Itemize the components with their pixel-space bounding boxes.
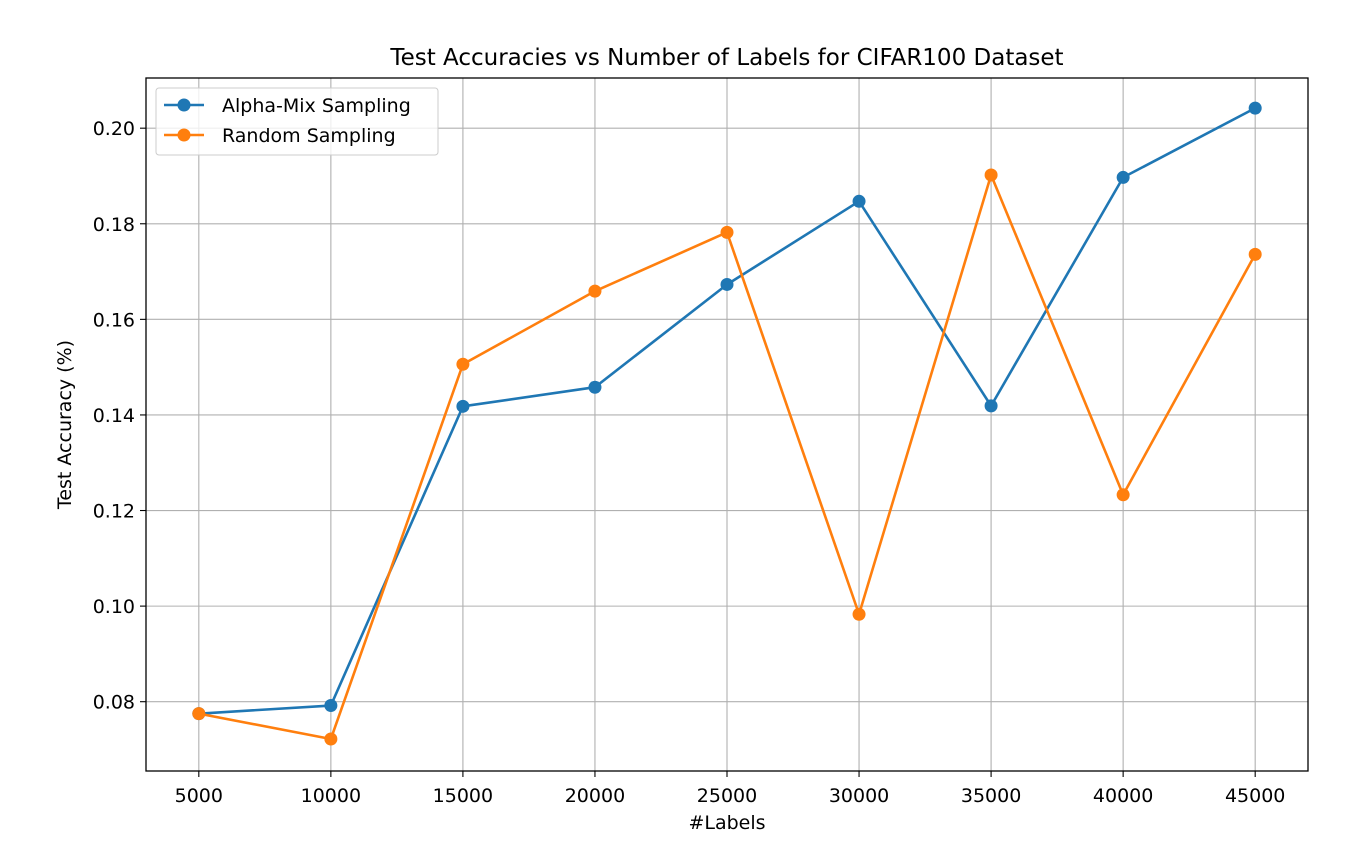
data-point-random — [1248, 247, 1262, 261]
x-tick-label: 5000 — [175, 785, 223, 807]
legend-label-random: Random Sampling — [222, 125, 396, 147]
data-point-random — [456, 357, 470, 371]
data-point-random — [984, 168, 998, 182]
data-point-alpha-mix — [720, 277, 734, 291]
x-axis-ticks: 5000 10000 15000 20000 25000 30000 35000 40000 4… — [175, 771, 1285, 807]
data-point-alpha-mix — [324, 699, 338, 713]
legend-marker-alpha-mix — [177, 98, 191, 112]
y-tick-label: 0.16 — [93, 309, 135, 331]
data-point-alpha-mix — [1248, 101, 1262, 115]
data-point-alpha-mix — [456, 399, 470, 413]
legend: Alpha-Mix Sampling Random Sampling — [155, 87, 439, 156]
x-tick-label: 10000 — [301, 785, 361, 807]
data-point-random — [720, 225, 734, 239]
chart-title: Test Accuracies vs Number of Labels for … — [389, 45, 1063, 71]
data-point-alpha-mix — [984, 399, 998, 413]
data-point-alpha-mix — [1116, 170, 1130, 184]
legend-box — [155, 87, 439, 156]
x-tick-label: 30000 — [829, 785, 889, 807]
data-point-random — [852, 607, 866, 621]
data-point-random — [1116, 488, 1130, 502]
y-tick-label: 0.20 — [93, 118, 135, 140]
x-axis-label: #Labels — [688, 812, 765, 834]
x-tick-label: 35000 — [961, 785, 1021, 807]
grid — [146, 78, 1308, 771]
legend-marker-random — [177, 128, 191, 142]
y-tick-label: 0.12 — [93, 501, 135, 523]
y-axis-label: Test Accuracy (%) — [54, 340, 76, 510]
y-tick-label: 0.14 — [93, 405, 135, 427]
x-tick-label: 40000 — [1093, 785, 1153, 807]
series-layer — [192, 101, 1262, 746]
x-tick-label: 45000 — [1225, 785, 1285, 807]
data-point-random — [588, 284, 602, 298]
legend-label-alpha-mix: Alpha-Mix Sampling — [222, 95, 411, 117]
y-axis-ticks: 0.08 0.10 0.12 0.14 0.16 0.18 0.20 — [93, 118, 146, 714]
y-tick-label: 0.10 — [93, 596, 135, 618]
data-point-alpha-mix — [852, 194, 866, 208]
data-point-random — [324, 732, 338, 746]
data-point-random — [192, 707, 206, 721]
x-tick-label: 15000 — [433, 785, 493, 807]
data-point-alpha-mix — [588, 380, 602, 394]
x-tick-label: 25000 — [697, 785, 757, 807]
x-tick-label: 20000 — [565, 785, 625, 807]
y-tick-label: 0.18 — [93, 214, 135, 236]
y-tick-label: 0.08 — [93, 692, 135, 714]
